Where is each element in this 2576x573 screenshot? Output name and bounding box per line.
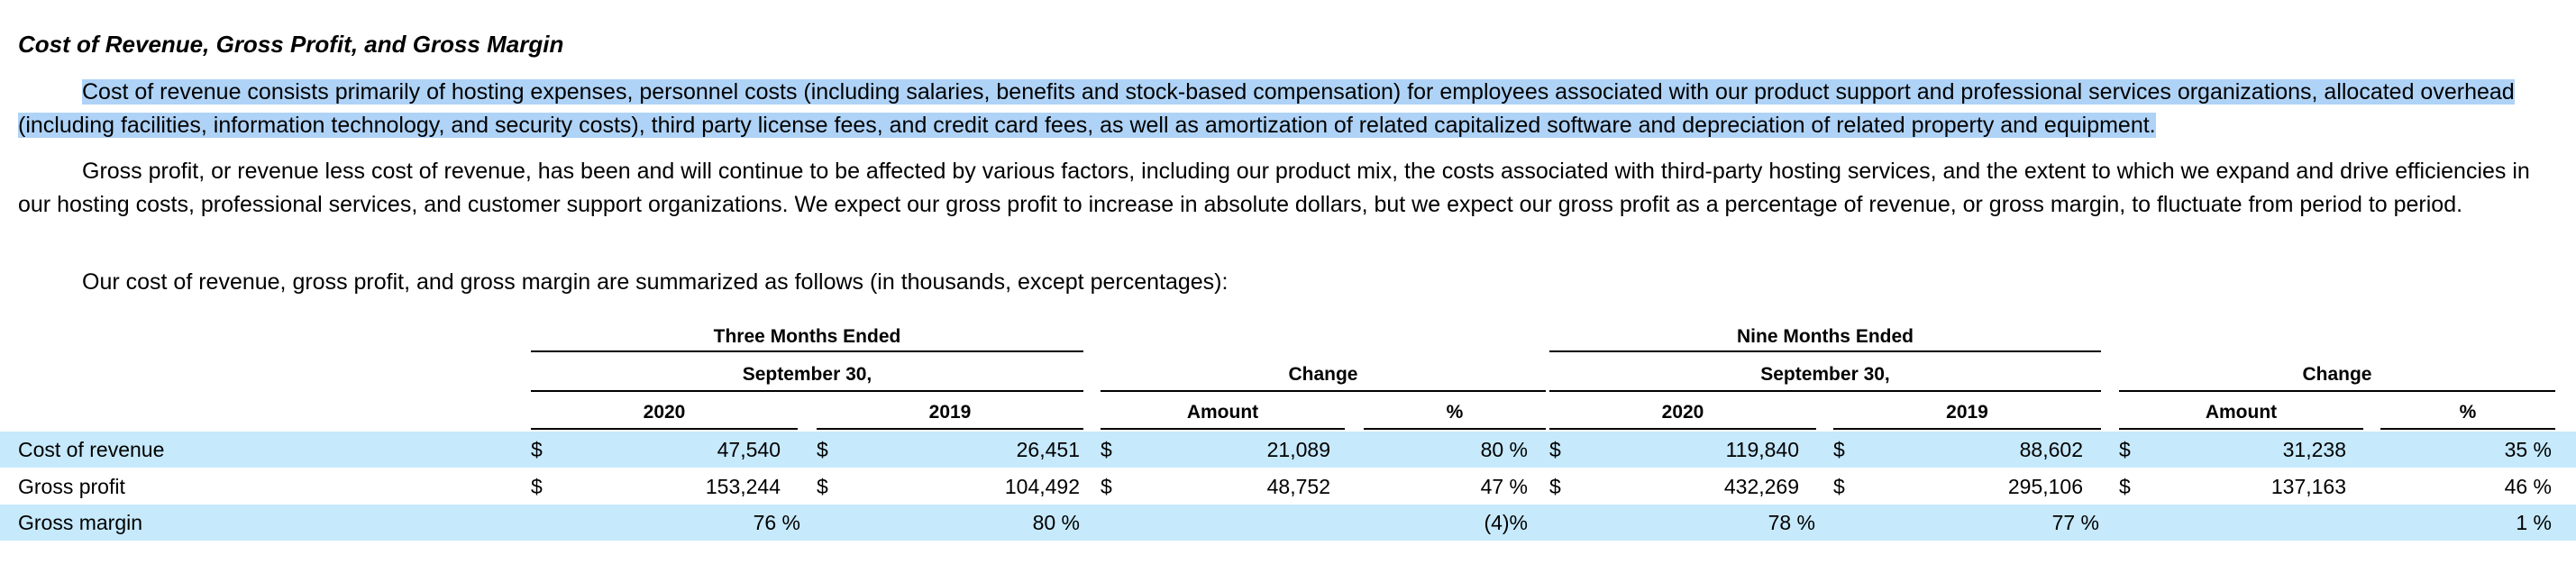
row-label: Gross profit — [18, 475, 125, 498]
table-cell: $ — [1101, 475, 1112, 498]
header-rule — [1101, 390, 1546, 392]
header-rule — [2119, 390, 2555, 392]
header-rule — [2380, 428, 2555, 430]
table-cell: 88,602 — [2019, 438, 2083, 461]
group-title: Nine Months Ended — [1737, 326, 1914, 347]
header-rule — [1833, 428, 2101, 430]
table-cell: $ — [817, 475, 828, 498]
section-title: Cost of Revenue, Gross Profit, and Gross… — [18, 31, 564, 58]
paragraph: Our cost of revenue, gross profit, and g… — [82, 269, 1229, 295]
table-cell: $ — [1549, 438, 1561, 461]
column-header: 2020 — [1661, 402, 1704, 423]
header-rule — [1549, 350, 2101, 352]
header-rule — [1364, 428, 1546, 430]
table-cell: 77 % — [2051, 511, 2099, 534]
table-cell: $ — [2119, 438, 2131, 461]
header-rule — [531, 428, 798, 430]
table-cell: $ — [1833, 475, 1845, 498]
table-cell: 80 % — [1480, 438, 1528, 461]
table-cell: $ — [1101, 438, 1112, 461]
table-cell: $ — [1833, 438, 1845, 461]
group-title: Change — [2302, 364, 2372, 385]
column-header: 2019 — [1946, 402, 1988, 423]
group-subtitle: September 30, — [742, 364, 872, 385]
table-cell: $ — [2119, 475, 2131, 498]
table-cell: 35 % — [2504, 438, 2552, 461]
column-header: 2020 — [643, 402, 686, 423]
column-header: 2019 — [928, 402, 972, 423]
table-cell: 47 % — [1480, 475, 1528, 498]
table-cell: 153,244 — [705, 475, 781, 498]
header-rule — [1549, 390, 2101, 392]
table-cell: 48,752 — [1266, 475, 1330, 498]
group-title: Change — [1288, 364, 1358, 385]
group-subtitle: September 30, — [1760, 364, 1890, 385]
header-rule — [531, 350, 1083, 352]
table-cell: 432,269 — [1723, 475, 1799, 498]
row-highlight — [0, 505, 2576, 541]
paragraph: Gross profit, or revenue less cost of re… — [18, 159, 2530, 217]
table-cell: $ — [817, 438, 828, 461]
table-cell: $ — [531, 475, 543, 498]
header-rule — [1101, 428, 1345, 430]
row-highlight — [0, 432, 2576, 468]
header-rule — [1549, 428, 1816, 430]
table-cell: 104,492 — [1004, 475, 1080, 498]
header-rule — [531, 390, 1083, 392]
header-rule — [2119, 428, 2363, 430]
table-cell: $ — [531, 438, 543, 461]
column-header: % — [1446, 402, 1464, 423]
column-header: Amount — [2205, 402, 2278, 423]
row-label: Cost of revenue — [18, 438, 165, 461]
table-cell: 76 % — [753, 511, 800, 534]
row-label: Gross margin — [18, 511, 143, 534]
table-cell: 21,089 — [1266, 438, 1330, 461]
table-cell: 80 % — [1032, 511, 1080, 534]
table-cell: 46 % — [2504, 475, 2552, 498]
header-rule — [817, 428, 1083, 430]
table-cell: $ — [1549, 475, 1561, 498]
table-cell: 47,540 — [717, 438, 781, 461]
table-cell: 295,106 — [2007, 475, 2083, 498]
column-header: Amount — [1186, 402, 1259, 423]
table-cell: 1 % — [2516, 511, 2552, 534]
paragraph: Cost of revenue consists primarily of ho… — [18, 76, 2555, 141]
table-cell: (4)% — [1484, 511, 1528, 534]
column-header: % — [2459, 402, 2477, 423]
highlighted-text: Cost of revenue consists primarily of ho… — [18, 79, 2515, 138]
table-cell: 31,238 — [2282, 438, 2346, 461]
table-cell: 137,163 — [2270, 475, 2346, 498]
table-cell: 119,840 — [1725, 438, 1799, 461]
group-title: Three Months Ended — [713, 326, 901, 347]
table-cell: 78 % — [1768, 511, 1815, 534]
table-cell: 26,451 — [1016, 438, 1080, 461]
